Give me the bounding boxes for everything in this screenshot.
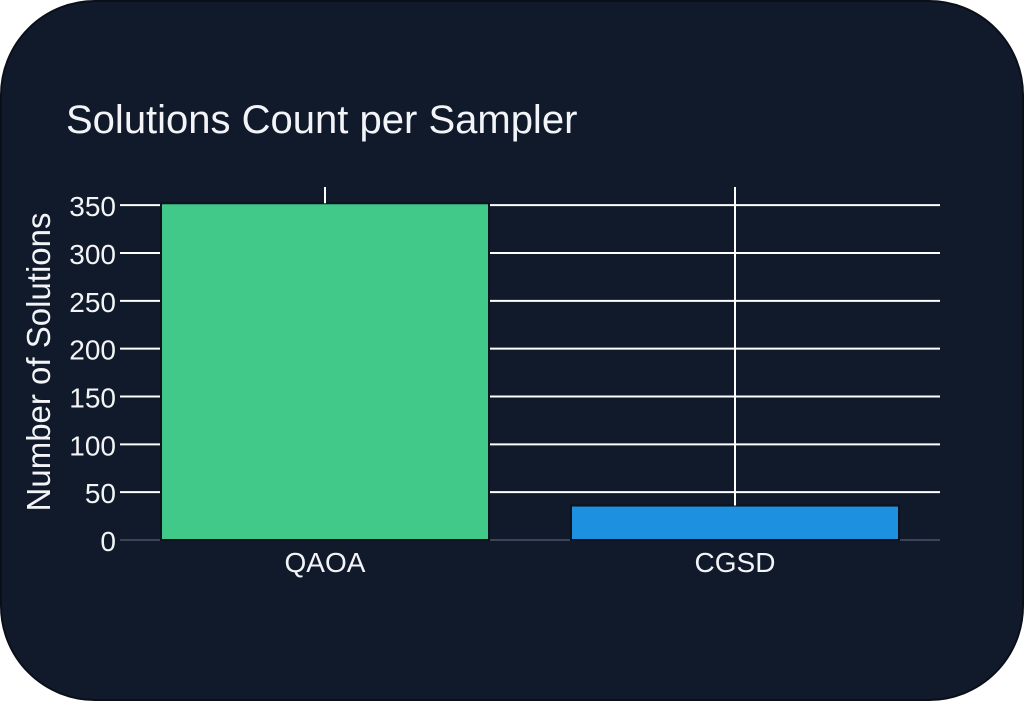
bar-cgsd xyxy=(570,504,900,541)
error-bars xyxy=(324,187,736,506)
y-tick-label: 250 xyxy=(69,287,116,318)
y-tick-label: 200 xyxy=(69,335,116,366)
bars xyxy=(160,202,900,541)
y-axis-label: Number of Solutions xyxy=(20,213,57,512)
y-tick-labels: 0 50 100 150 200 250 300 350 xyxy=(69,191,116,557)
bar-qaoa xyxy=(160,202,490,541)
y-tick-label: 300 xyxy=(69,239,116,270)
y-tick-label: 50 xyxy=(85,478,116,509)
x-tick-label: QAOA xyxy=(285,547,366,578)
y-tick-label: 0 xyxy=(100,526,116,557)
y-tick-label: 350 xyxy=(69,191,116,222)
y-tick-label: 100 xyxy=(69,430,116,461)
chart-title: Solutions Count per Sampler xyxy=(66,98,578,142)
x-tick-label: CGSD xyxy=(695,547,776,578)
x-tick-labels: QAOA CGSD xyxy=(285,547,776,578)
y-tick-label: 150 xyxy=(69,383,116,414)
